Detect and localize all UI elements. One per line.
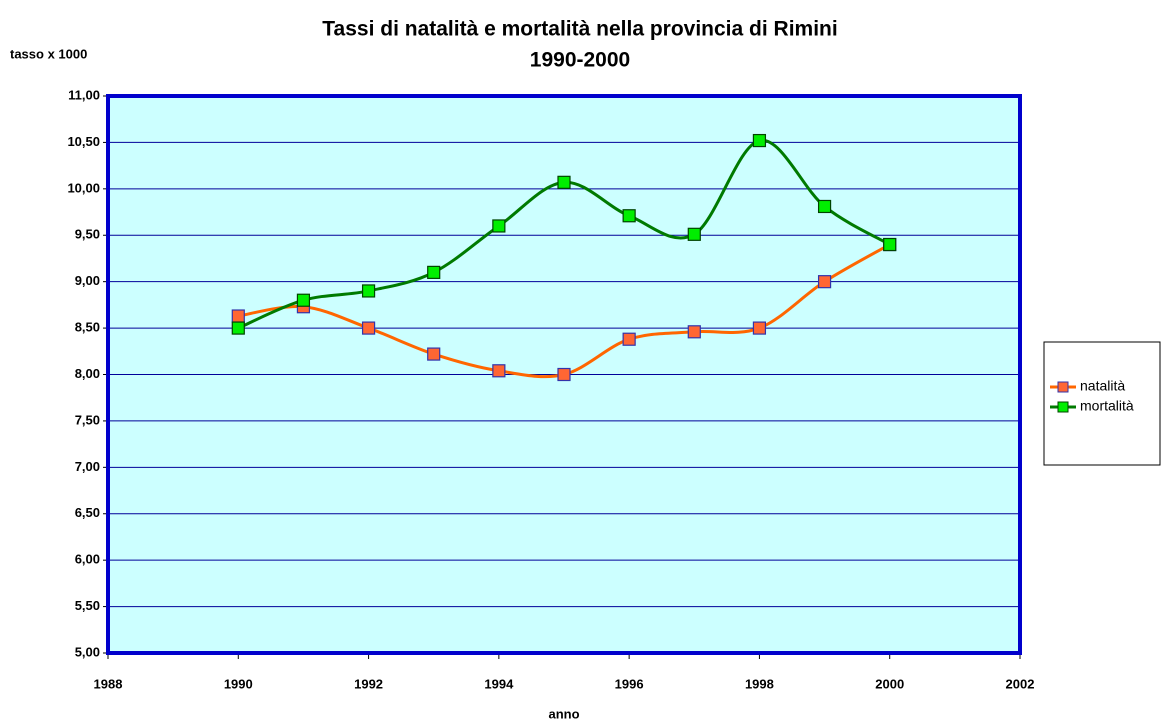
y-tick-label: 7,50	[75, 412, 100, 427]
legend-label: natalità	[1080, 378, 1125, 394]
y-tick-label: 5,50	[75, 598, 100, 613]
series-line	[237, 139, 891, 330]
marker	[817, 199, 832, 214]
marker	[622, 332, 636, 346]
marker	[752, 321, 767, 335]
marker	[361, 284, 376, 298]
x-tick-label: 1992	[354, 676, 383, 691]
y-tick-label: 10,00	[67, 180, 100, 195]
y-tick-label: 8,50	[75, 320, 100, 335]
marker	[361, 321, 376, 335]
marker	[557, 367, 571, 382]
x-tick-label: 2000	[875, 676, 904, 691]
x-tick-label: 1990	[224, 676, 253, 691]
y-tick-label: 11,00	[68, 87, 100, 102]
marker	[622, 209, 636, 223]
marker	[687, 325, 701, 339]
chart-subtitle: 1990-2000	[530, 49, 630, 72]
marker	[492, 219, 506, 233]
marker	[817, 275, 832, 289]
x-tick-label: 1994	[484, 676, 514, 691]
x-tick-label: 2002	[1006, 676, 1035, 691]
marker	[231, 321, 245, 335]
x-tick-label: 1988	[94, 676, 123, 691]
y-tick-label: 6,00	[75, 552, 100, 567]
marker	[231, 309, 245, 323]
y-axis-label: tasso x 1000	[10, 46, 87, 61]
marker	[752, 133, 767, 148]
marker	[296, 293, 311, 307]
y-tick-label: 7,00	[75, 459, 100, 474]
y-tick-label: 8,00	[75, 366, 100, 381]
y-tick-label: 5,00	[75, 644, 100, 659]
marker	[427, 347, 441, 361]
plot-frame	[106, 94, 1022, 655]
legend-marker	[1057, 381, 1069, 393]
legend-label: mortalità	[1080, 398, 1134, 414]
x-tick-label: 1998	[745, 676, 774, 691]
x-tick-label: 1996	[615, 676, 644, 691]
y-tick-label: 6,50	[75, 505, 100, 520]
marker	[492, 364, 506, 378]
y-tick-label: 9,00	[75, 273, 100, 288]
marker	[557, 175, 571, 189]
marker	[427, 265, 441, 279]
y-tick-label: 9,50	[75, 227, 100, 242]
legend-marker	[1057, 401, 1069, 413]
marker	[687, 227, 701, 241]
marker	[883, 237, 897, 252]
x-axis-label: anno	[548, 706, 579, 721]
chart-title: Tassi di natalità e mortalità nella prov…	[322, 18, 837, 41]
y-tick-label: 10,50	[67, 134, 100, 149]
